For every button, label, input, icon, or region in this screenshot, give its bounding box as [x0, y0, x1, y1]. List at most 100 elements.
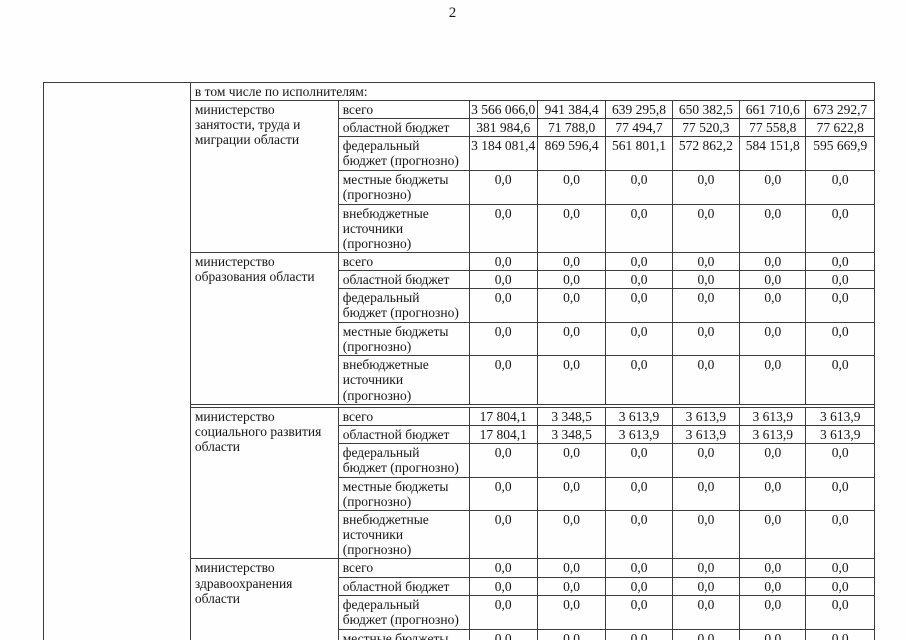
- value-cell: 0,0: [805, 251, 875, 271]
- value-cell: 381 984,6: [468, 118, 538, 138]
- value-cell: 3 613,9: [605, 406, 673, 426]
- value-cell: 561 801,1: [605, 136, 673, 172]
- value-cell: 0,0: [739, 251, 807, 271]
- ministry-name-cell: министерство образования области: [189, 251, 339, 405]
- value-cell: 0,0: [671, 288, 741, 324]
- value-cell: 0,0: [468, 476, 538, 512]
- value-cell: 0,0: [739, 558, 807, 578]
- value-cell: 0,0: [468, 288, 538, 324]
- value-cell: 0,0: [805, 442, 875, 478]
- value-cell: 673 292,7: [805, 100, 875, 120]
- value-cell: 0,0: [468, 269, 538, 290]
- value-cell: 0,0: [468, 628, 538, 640]
- table-row: областной бюджет 381 984,6 71 788,0 77 494,…: [44, 118, 875, 138]
- budget-type-label: областной бюджет: [337, 269, 470, 290]
- table-row: областной бюджет 0,0 0,0 0,0 0,0 0,0 0,0: [44, 269, 875, 290]
- value-cell: 0,0: [536, 203, 607, 253]
- value-cell: 0,0: [605, 170, 673, 205]
- ministry-name-cell: министерство социального развития област…: [189, 406, 339, 560]
- value-cell: 0,0: [739, 594, 807, 630]
- value-cell: 0,0: [805, 269, 875, 290]
- value-cell: 0,0: [671, 558, 741, 578]
- value-cell: 0,0: [536, 576, 607, 596]
- value-cell: 0,0: [536, 510, 607, 560]
- value-cell: 3 184 081,4: [468, 136, 538, 172]
- value-cell: 77 520,3: [671, 118, 741, 138]
- value-cell: 0,0: [605, 576, 673, 596]
- budget-type-label: всего: [337, 406, 470, 426]
- value-cell: 639 295,8: [605, 100, 673, 120]
- budget-type-label: всего: [337, 558, 470, 578]
- value-cell: 0,0: [468, 251, 538, 271]
- budget-type-label: местные бюджеты (прогнозно): [337, 628, 470, 640]
- value-cell: 572 862,2: [671, 136, 741, 172]
- value-cell: 941 384,4: [536, 100, 607, 120]
- table-row: федеральный бюджет (прогнозно) 3 184 081,…: [44, 136, 875, 172]
- budget-type-label: внебюджетные источники (прогнозно): [337, 510, 470, 560]
- budget-type-label: всего: [337, 251, 470, 271]
- table-row: министерство социального развития област…: [44, 406, 875, 560]
- value-cell: 0,0: [671, 476, 741, 512]
- value-cell: 3 566 066,0: [468, 100, 538, 120]
- value-cell: 0,0: [536, 322, 607, 357]
- value-cell: 0,0: [536, 288, 607, 324]
- budget-type-label: федеральный бюджет (прогнозно): [337, 442, 470, 478]
- value-cell: 3 348,5: [536, 406, 607, 426]
- value-cell: 77 558,8: [739, 118, 807, 138]
- value-cell: 0,0: [605, 628, 673, 640]
- value-cell: 0,0: [536, 442, 607, 478]
- value-cell: 0,0: [536, 251, 607, 271]
- budget-type-label: федеральный бюджет (прогнозно): [337, 288, 470, 324]
- value-cell: 0,0: [468, 510, 538, 560]
- value-cell: 0,0: [605, 203, 673, 253]
- value-cell: 0,0: [468, 594, 538, 630]
- table-row: внебюджетные источники (прогнозно) 0,0 0,0…: [44, 510, 875, 560]
- value-cell: 0,0: [536, 269, 607, 290]
- value-cell: 0,0: [805, 288, 875, 324]
- value-cell: 0,0: [536, 594, 607, 630]
- value-cell: 0,0: [805, 322, 875, 357]
- value-cell: 0,0: [739, 510, 807, 560]
- value-cell: 0,0: [739, 203, 807, 253]
- value-cell: 584 151,8: [739, 136, 807, 172]
- value-cell: 3 613,9: [671, 424, 741, 444]
- value-cell: 0,0: [805, 558, 875, 578]
- value-cell: 0,0: [671, 269, 741, 290]
- budget-type-label: областной бюджет: [337, 424, 470, 444]
- value-cell: 0,0: [671, 442, 741, 478]
- budget-type-label: местные бюджеты (прогнозно): [337, 476, 470, 512]
- value-cell: 0,0: [605, 510, 673, 560]
- value-cell: 0,0: [671, 251, 741, 271]
- budget-type-label: внебюджетные источники (прогнозно): [337, 355, 470, 405]
- value-cell: 0,0: [671, 355, 741, 405]
- value-cell: 77 622,8: [805, 118, 875, 138]
- value-cell: 0,0: [671, 170, 741, 205]
- value-cell: 3 613,9: [671, 406, 741, 426]
- value-cell: 0,0: [739, 355, 807, 405]
- table-header-row: в том числе по исполнителям:: [43, 81, 876, 640]
- value-cell: 0,0: [805, 355, 875, 405]
- value-cell: 0,0: [805, 576, 875, 596]
- value-cell: 0,0: [739, 170, 807, 205]
- table-row: местные бюджеты (прогнозно)0,00,00,00,00…: [44, 628, 875, 640]
- table-row: областной бюджет 0,0 0,0 0,0 0,0 0,0 0,0: [44, 576, 875, 596]
- value-cell: 0,0: [605, 251, 673, 271]
- value-cell: 77 494,7: [605, 118, 673, 138]
- value-cell: 0,0: [671, 510, 741, 560]
- ministry-name-cell: министерство здравоохранения области: [189, 558, 339, 640]
- table-row: внебюджетные источники (прогнозно) 0,0 0,0…: [44, 203, 875, 253]
- budget-type-label: всего: [337, 100, 470, 120]
- table-row: областной бюджет 17 804,1 3 348,5 3 613,9 3 …: [44, 424, 875, 444]
- value-cell: 17 804,1: [468, 406, 538, 426]
- value-cell: 3 348,5: [536, 424, 607, 444]
- value-cell: 0,0: [805, 510, 875, 560]
- value-cell: 0,0: [605, 355, 673, 405]
- value-cell: 0,0: [671, 322, 741, 357]
- value-cell: 0,0: [805, 170, 875, 205]
- value-cell: 0,0: [739, 269, 807, 290]
- value-cell: 869 596,4: [536, 136, 607, 172]
- value-cell: 650 382,5: [671, 100, 741, 120]
- budget-type-label: областной бюджет: [337, 576, 470, 596]
- value-cell: 0,0: [671, 576, 741, 596]
